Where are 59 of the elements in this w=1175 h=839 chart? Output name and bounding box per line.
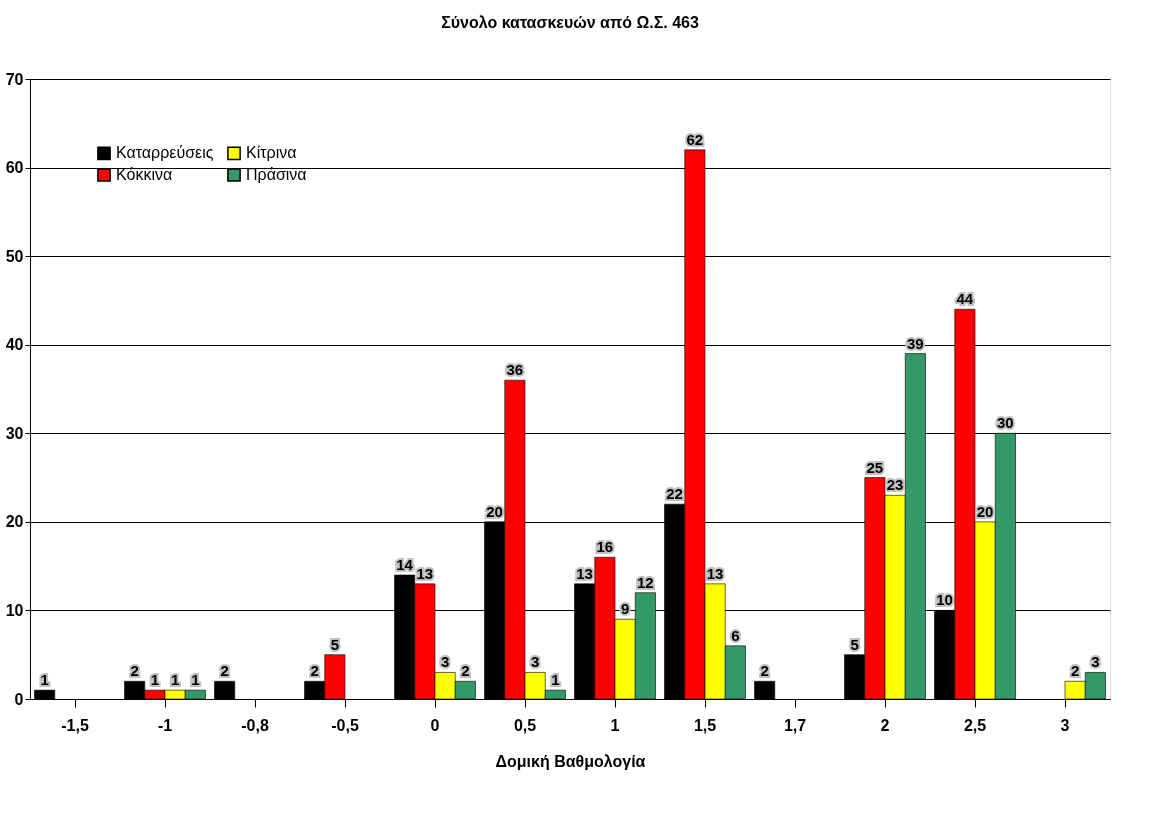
y-tick-label: 60 bbox=[5, 159, 24, 177]
data-label: 1 bbox=[40, 671, 49, 689]
data-label: 6 bbox=[731, 626, 740, 644]
x-tick-label: 1,7 bbox=[783, 716, 807, 734]
data-label: 20 bbox=[486, 502, 503, 520]
data-label: 30 bbox=[997, 414, 1014, 432]
data-label: 13 bbox=[706, 564, 724, 582]
x-tick-label: 0 bbox=[430, 716, 440, 734]
y-tick-label: 40 bbox=[5, 336, 24, 354]
data-label: 13 bbox=[416, 564, 434, 582]
x-tick-label: 0,5 bbox=[513, 716, 537, 734]
data-label: 3 bbox=[1091, 653, 1100, 671]
legend-label: Κόκκινα bbox=[116, 166, 173, 183]
x-tick-label: -0,5 bbox=[331, 716, 359, 734]
y-tick-label: 50 bbox=[5, 247, 24, 265]
data-label: 1 bbox=[191, 671, 200, 689]
data-label: 23 bbox=[886, 476, 904, 494]
y-tick-label: 20 bbox=[5, 513, 24, 531]
x-tick-label: 1 bbox=[610, 716, 620, 734]
legend-label: Καταρρεύσεις bbox=[116, 144, 214, 162]
data-label: 13 bbox=[576, 564, 593, 582]
data-label: 2 bbox=[220, 662, 229, 680]
data-label: 2 bbox=[310, 662, 319, 680]
y-tick-label: 10 bbox=[5, 601, 24, 619]
data-label: 1 bbox=[150, 671, 160, 689]
data-label: 2 bbox=[1070, 662, 1080, 680]
x-tick-label: 2 bbox=[880, 716, 890, 734]
data-label: 3 bbox=[440, 653, 450, 671]
data-label: 5 bbox=[330, 635, 340, 653]
data-label: 2 bbox=[760, 662, 769, 680]
chart-title: Σύνολο κατασκευών από Ω.Σ. 463 bbox=[441, 14, 699, 31]
data-label: 22 bbox=[666, 485, 683, 503]
y-tick-label: 0 bbox=[14, 690, 24, 708]
x-tick-label: 2,5 bbox=[963, 716, 987, 734]
x-tick-label: -1 bbox=[157, 716, 173, 734]
data-label: 44 bbox=[956, 290, 974, 308]
y-tick-label: 70 bbox=[5, 70, 24, 88]
data-label: 1 bbox=[551, 671, 560, 689]
data-label: 62 bbox=[686, 130, 704, 148]
data-label: 2 bbox=[130, 662, 139, 680]
legend-label: Κίτρινα bbox=[246, 144, 297, 162]
data-label: 2 bbox=[461, 662, 470, 680]
data-label: 25 bbox=[866, 458, 884, 476]
data-label: 20 bbox=[976, 502, 994, 520]
x-axis-title: Δομική Βαθμολογία bbox=[495, 752, 646, 770]
data-label: 16 bbox=[596, 538, 614, 556]
data-label: 10 bbox=[936, 591, 953, 609]
x-tick-label: 3 bbox=[1060, 716, 1070, 734]
data-label: 14 bbox=[396, 556, 414, 573]
x-tick-label: 1,5 bbox=[693, 716, 717, 734]
x-tick-label: -1,5 bbox=[61, 716, 89, 734]
data-label: 1 bbox=[170, 671, 180, 689]
y-tick-label: 30 bbox=[5, 424, 24, 442]
data-label: 3 bbox=[530, 653, 540, 671]
data-label: 36 bbox=[506, 361, 524, 379]
legend-label: Πράσινα bbox=[246, 166, 307, 183]
data-label: 5 bbox=[850, 635, 859, 653]
x-tick-label: -0,8 bbox=[241, 716, 269, 734]
data-label: 12 bbox=[637, 573, 654, 591]
